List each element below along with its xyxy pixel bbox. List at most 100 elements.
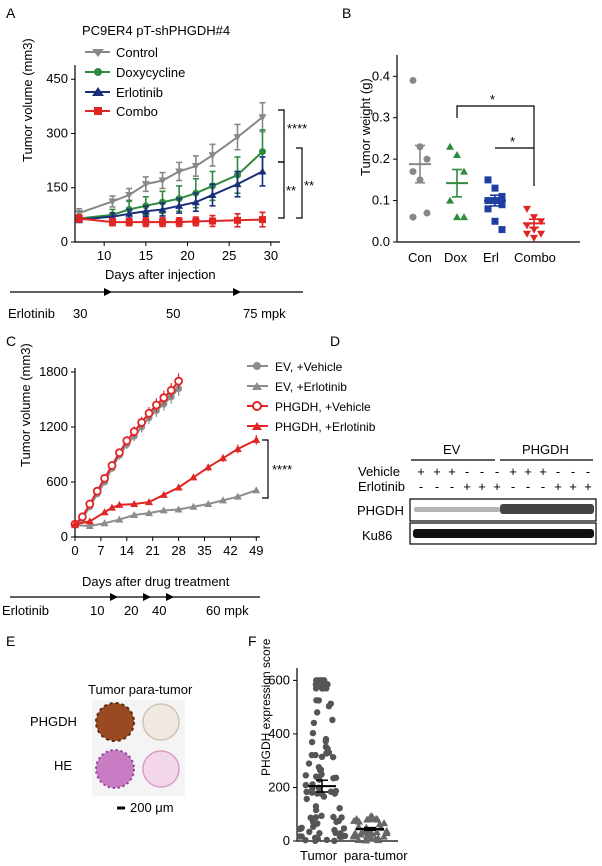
panel-b-ylabel: Tumor weight (g) <box>358 78 373 176</box>
panel-f-tumor-point <box>305 760 313 767</box>
panel-b-cat-con: Con <box>408 250 432 265</box>
panel-a-point-doxycycline <box>259 148 266 156</box>
legend-dox-marker <box>94 68 102 76</box>
panel-a-xtick-label: 20 <box>180 248 194 263</box>
panel-c-point-1 <box>145 509 153 517</box>
panel-d-letter: D <box>330 333 340 349</box>
panel-d-vehicle-mark: - <box>556 464 560 479</box>
legend-ev-vehicle: EV, +Vehicle <box>275 360 343 374</box>
he-tumor-core <box>96 750 134 788</box>
panel-c-regimen-60: 60 mpk <box>206 603 249 618</box>
panel-f-paratumor-point <box>362 836 371 844</box>
panel-c-point-2 <box>107 461 117 470</box>
panel-a-point-control <box>191 163 200 171</box>
panel-a-point-erlotinib <box>158 205 167 213</box>
panel-f-tumor-point <box>312 681 320 688</box>
panel-c-point-2 <box>137 418 147 427</box>
panel-f-tumor-point <box>308 738 316 746</box>
panel-f-paratumor-point <box>367 829 376 837</box>
panel-d-vehicle-mark: + <box>433 464 441 479</box>
panel-d-erlotinib-mark: - <box>435 479 439 494</box>
panel-c-xtick-label: 49 <box>249 543 263 558</box>
panel-a-regimen-30: 30 <box>73 306 87 321</box>
panel-f-tumor-point <box>330 813 337 821</box>
panel-c-point-1 <box>252 486 261 494</box>
panel-b-point-erl <box>484 176 492 184</box>
legend-ev-erlotinib: EV, +Erlotinib <box>275 380 347 394</box>
panel-f-tumor-point <box>306 828 313 836</box>
panel-f-tumor-point <box>303 788 310 796</box>
panel-f-letter: F <box>248 633 257 649</box>
panel-c-point-2 <box>144 408 154 418</box>
legend-erlotinib: Erlotinib <box>116 85 163 100</box>
panel-a-point-combo <box>159 218 166 226</box>
panel-c-point-3 <box>145 498 153 506</box>
panel-f-tumor-point <box>309 785 316 792</box>
panel-d-erlotinib-mark: + <box>478 479 486 494</box>
panel-c-xtick-label: 14 <box>120 543 134 558</box>
panel-b-point-combo <box>537 230 545 238</box>
legend-erl-marker <box>92 87 104 96</box>
panel-d-erlotinib-mark: - <box>450 479 454 494</box>
panel-f-tumor-point <box>310 719 318 727</box>
panel-b-point-dox <box>446 142 454 150</box>
panel-f-tumor-point <box>329 716 336 724</box>
panel-a-sig-1: **** <box>287 121 307 136</box>
panel-e-letter: E <box>6 633 15 649</box>
panel-c-regimen-40: 40 <box>152 603 166 618</box>
panel-a-point-combo <box>209 217 216 225</box>
panel-a-point-control <box>158 177 167 185</box>
panel-f-paratumor-point <box>372 828 381 836</box>
phgdh-tumor-core <box>96 703 134 741</box>
panel-f-tumor-point <box>313 709 321 716</box>
panel-c-point-3 <box>71 520 79 528</box>
panel-a-point-erlotinib <box>141 207 150 215</box>
panel-a-line-doxycycline <box>79 150 264 220</box>
panel-d-blot-ku86: Ku86 <box>362 528 392 543</box>
panel-d-group-phgdh: PHGDH <box>522 442 569 457</box>
panel-f-tumor-point <box>312 814 320 821</box>
panel-f-tumor-point <box>312 806 320 814</box>
panel-a-point-combo <box>259 216 266 224</box>
panel-c-bracket <box>262 439 269 499</box>
panel-b-point-dox <box>460 213 468 221</box>
panel-f-tumor-point <box>317 766 325 773</box>
panel-d-vehicle-mark: - <box>495 464 499 479</box>
panel-c-point-1 <box>159 506 168 514</box>
panel-a-xtick-label: 30 <box>264 248 278 263</box>
legend-combo-marker <box>94 107 102 115</box>
panel-b-bracket-1 <box>456 105 535 186</box>
panel-f-paratumor-point <box>350 830 359 838</box>
panel-a-point-control <box>175 168 184 176</box>
panel-e-column-labels: Tumor para-tumor <box>88 682 193 697</box>
panel-f-tumor-point <box>332 787 340 795</box>
panel-f-tumor-point <box>298 833 305 840</box>
panel-c-point-1 <box>130 511 139 518</box>
panel-d-group-ev: EV <box>443 442 461 457</box>
panel-a-point-control <box>141 181 150 189</box>
panel-c-point-3 <box>219 454 227 462</box>
panel-a-point-control <box>75 210 84 218</box>
panel-e-row-he: HE <box>54 758 72 773</box>
panel-b-sig-1: * <box>490 92 495 107</box>
panel-c-xlabel: Days after drug treatment <box>82 574 230 589</box>
panel-d-erlotinib-mark: + <box>463 479 471 494</box>
panel-d-vehicle-mark: + <box>539 464 547 479</box>
legend-phgdh-vehicle: PHGDH, +Vehicle <box>275 400 371 414</box>
panel-a-bracket-3 <box>296 147 303 219</box>
panel-f-tumor-point <box>332 829 339 837</box>
panel-d: D EV PHGDH Vehicle Erlotinib + + + - - - + + + - -… <box>330 333 597 545</box>
panel-c-point-2 <box>151 400 161 410</box>
panel-f-paratumor-point <box>380 819 389 827</box>
legend-doxycycline: Doxycycline <box>116 65 185 80</box>
panel-f-tumor-point <box>336 804 343 812</box>
panel-b-point-con <box>409 168 417 176</box>
panel-d-erlotinib-mark: + <box>584 479 592 494</box>
panel-d-row-vehicle: Vehicle <box>358 464 400 479</box>
panel-b-ytick-label: 0.3 <box>372 110 390 125</box>
panel-f-paratumor-point <box>375 820 384 828</box>
legend-ev-veh-marker <box>253 362 261 370</box>
panel-c-regimen-10: 10 <box>90 603 104 618</box>
panel-b-cat-dox: Dox <box>444 250 468 265</box>
panel-a-point-control <box>233 134 242 142</box>
